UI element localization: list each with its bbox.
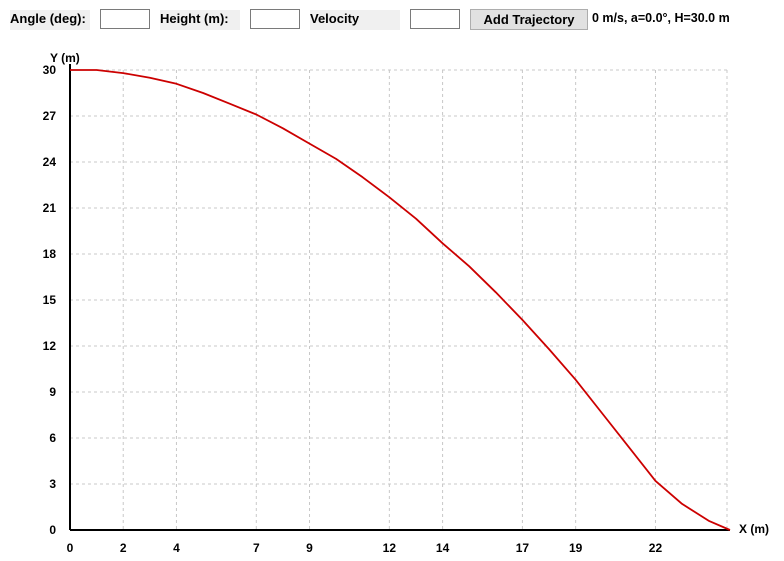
x-tick-label: 14 xyxy=(436,541,450,555)
y-tick-label: 24 xyxy=(43,155,57,169)
y-tick-label: 12 xyxy=(43,339,57,353)
x-tick-label: 0 xyxy=(67,541,74,555)
x-tick-label: 12 xyxy=(383,541,397,555)
chart-series xyxy=(70,69,731,531)
y-tick-label: 9 xyxy=(49,385,56,399)
y-axis-label: Y (m) xyxy=(50,51,80,65)
x-tick-label: 7 xyxy=(253,541,260,555)
y-tick-label: 21 xyxy=(43,201,57,215)
y-tick-label: 27 xyxy=(43,109,57,123)
trajectory-status-text: 0 m/s, a=0.0°, H=30.0 m xyxy=(592,11,730,25)
add-trajectory-button[interactable]: Add Trajectory xyxy=(470,9,588,30)
angle-input[interactable] xyxy=(100,9,150,29)
height-input[interactable] xyxy=(250,9,300,29)
trajectory-line xyxy=(70,69,731,531)
y-tick-label: 0 xyxy=(49,523,56,537)
y-tick-label: 18 xyxy=(43,247,57,261)
height-label: Height (m): xyxy=(160,10,240,30)
velocity-label: Velocity xyxy=(310,10,400,30)
chart-axes xyxy=(69,64,730,531)
x-axis-label: X (m) xyxy=(739,522,769,536)
y-tick-label: 15 xyxy=(43,293,57,307)
x-tick-label: 9 xyxy=(306,541,313,555)
x-tick-label: 17 xyxy=(516,541,530,555)
y-tick-label: 3 xyxy=(49,477,56,491)
y-tick-label: 6 xyxy=(49,431,56,445)
x-tick-label: 19 xyxy=(569,541,583,555)
chart-grid xyxy=(70,69,730,530)
x-tick-label: 22 xyxy=(649,541,663,555)
x-tick-label: 2 xyxy=(120,541,127,555)
x-tick-label: 4 xyxy=(173,541,180,555)
y-tick-label: 30 xyxy=(43,63,57,77)
velocity-input[interactable] xyxy=(410,9,460,29)
angle-label: Angle (deg): xyxy=(10,10,90,30)
